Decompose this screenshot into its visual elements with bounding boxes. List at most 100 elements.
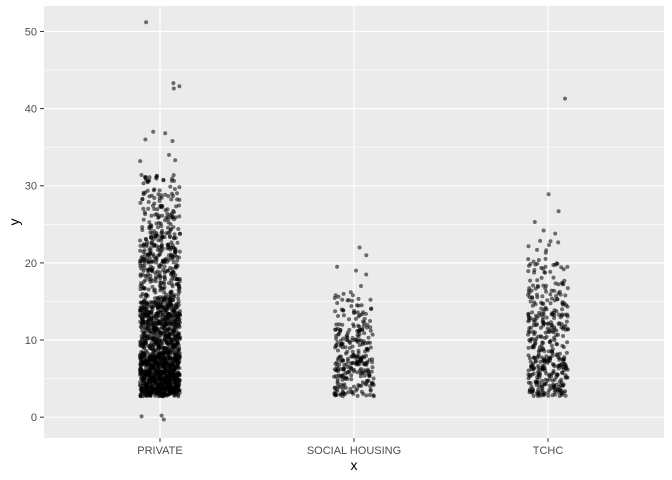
data-point (335, 377, 340, 381)
data-point (174, 204, 179, 209)
data-point (152, 323, 156, 328)
data-point (139, 368, 144, 373)
data-point (176, 394, 181, 399)
data-point (362, 316, 367, 321)
data-point (156, 309, 161, 314)
data-point (351, 391, 356, 396)
data-point (149, 310, 154, 315)
data-point (139, 376, 143, 381)
data-point (332, 367, 337, 372)
data-point (143, 273, 148, 278)
data-point (350, 298, 355, 303)
data-point (169, 339, 173, 344)
data-point (368, 325, 373, 330)
data-point (168, 382, 173, 387)
data-point (141, 181, 146, 186)
data-point (336, 348, 340, 353)
data-point (177, 231, 182, 236)
data-point (157, 188, 162, 193)
data-point (140, 337, 145, 342)
data-point (527, 290, 532, 295)
data-point (162, 285, 167, 290)
data-point (335, 326, 340, 331)
data-point (532, 270, 537, 275)
data-point (168, 387, 173, 392)
data-point (355, 386, 360, 391)
data-point (554, 333, 559, 338)
data-point (558, 315, 563, 320)
data-point (351, 369, 356, 374)
data-point (354, 338, 359, 343)
x-axis-ticks: PRIVATE SOCIAL HOUSING TCHC (137, 438, 563, 457)
data-point (173, 250, 178, 255)
data-point (162, 346, 167, 351)
data-point (144, 293, 149, 298)
data-point (155, 296, 160, 300)
data-point (162, 352, 167, 356)
data-point-outlier (173, 158, 178, 163)
data-point (544, 315, 549, 320)
data-point (143, 175, 148, 179)
data-point (554, 294, 558, 299)
data-point (366, 335, 371, 340)
data-point (173, 215, 178, 220)
data-point (157, 383, 162, 388)
data-point (357, 343, 362, 348)
data-point (158, 280, 163, 285)
data-point (159, 224, 164, 229)
data-point (548, 292, 553, 297)
data-point (169, 321, 174, 326)
data-point (346, 356, 350, 361)
x-tick-label: TCHC (533, 445, 564, 457)
data-point (138, 261, 143, 265)
data-point (160, 317, 165, 321)
data-point (552, 316, 557, 320)
data-point (543, 264, 548, 269)
data-point (560, 307, 565, 312)
data-point (145, 361, 150, 366)
data-point (337, 362, 342, 367)
data-point (165, 334, 170, 339)
data-point (153, 379, 158, 384)
data-point (142, 334, 147, 339)
data-point (561, 345, 566, 350)
data-point (554, 375, 559, 379)
data-point (169, 215, 174, 220)
data-point (162, 380, 167, 385)
data-point (151, 348, 156, 353)
data-point (171, 173, 176, 178)
data-point (153, 361, 158, 366)
data-point (560, 370, 565, 375)
data-point (526, 257, 531, 262)
data-point (140, 225, 145, 230)
data-point (173, 353, 178, 358)
y-tick-label: 10 (25, 335, 37, 347)
data-point (150, 203, 155, 208)
data-point (168, 366, 173, 371)
data-point (526, 345, 531, 350)
data-point (141, 390, 146, 395)
data-point (161, 178, 166, 183)
data-point (152, 367, 157, 372)
data-point (550, 393, 555, 398)
data-point (528, 373, 532, 377)
data-point (177, 185, 182, 190)
data-point (548, 338, 553, 343)
data-point (155, 305, 160, 310)
data-point (175, 301, 179, 306)
data-point (537, 371, 542, 375)
data-point (177, 283, 181, 288)
data-point (544, 248, 549, 253)
data-point (139, 173, 144, 177)
data-point (535, 247, 539, 252)
data-point (157, 251, 162, 256)
data-point (168, 266, 173, 270)
data-point (552, 308, 557, 313)
data-point (356, 383, 361, 388)
data-point (541, 323, 546, 328)
data-point (364, 353, 369, 358)
data-point-outlier (364, 272, 369, 277)
data-point (173, 377, 178, 381)
data-point (541, 283, 546, 288)
data-point (527, 356, 532, 361)
